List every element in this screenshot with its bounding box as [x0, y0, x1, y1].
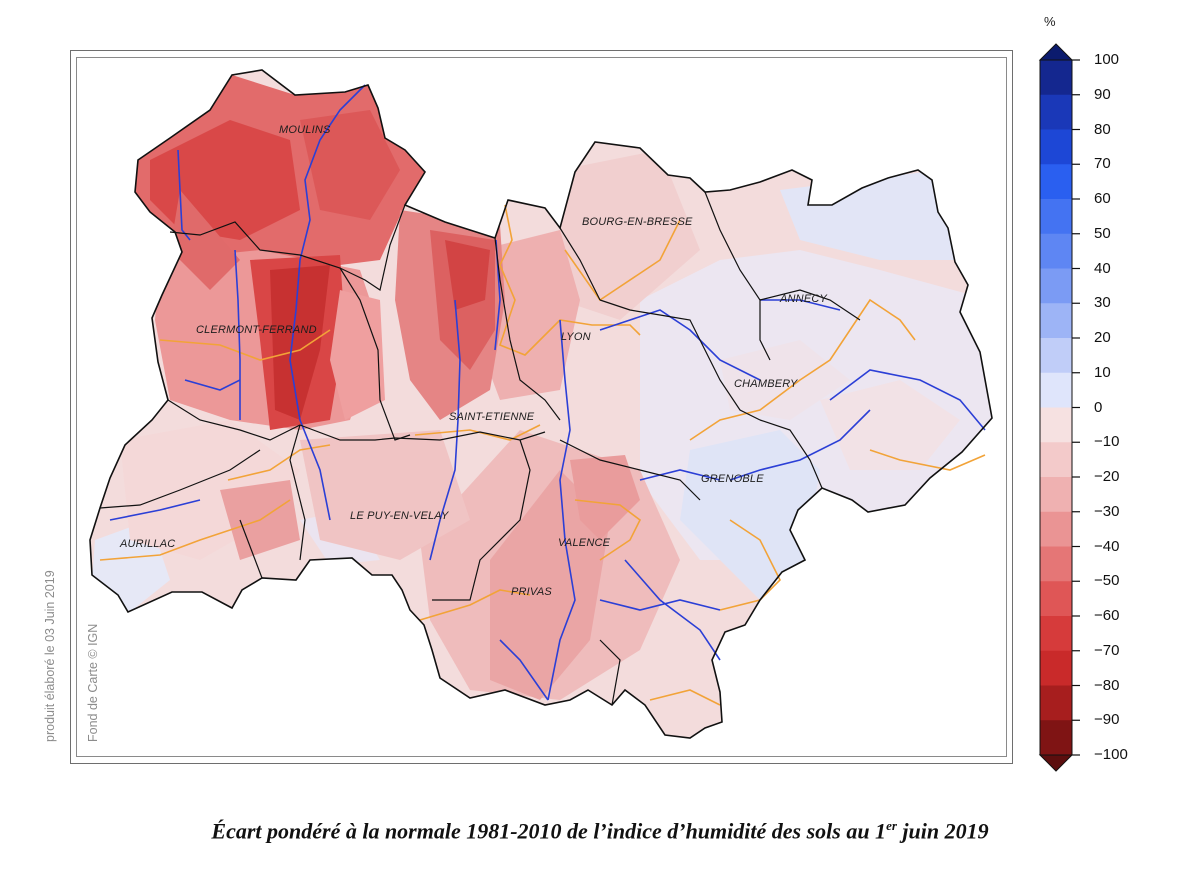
legend-tick-label: 20: [1094, 329, 1111, 346]
city-label-bourg-en-bresse: BOURG-EN-BRESSE: [582, 216, 693, 228]
production-date-credit: produit élaboré le 03 Juin 2019: [43, 570, 57, 742]
legend-tick-label: −70: [1094, 641, 1120, 659]
caption-superscript: er: [886, 818, 897, 833]
legend-tick-label: 70: [1094, 155, 1111, 173]
legend-band: [1040, 511, 1072, 547]
legend-band: [1040, 164, 1072, 200]
legend-tick-label: 0: [1094, 398, 1103, 416]
legend-tick-label: 100: [1094, 51, 1120, 68]
city-label-moulins: MOULINS: [279, 124, 331, 136]
legend-unit: %: [1044, 14, 1056, 29]
city-label-lyon: LYON: [561, 331, 591, 343]
caption-tail: juin 2019: [896, 818, 989, 844]
legend-tick-label: −60: [1094, 607, 1120, 624]
legend-band: [1040, 338, 1072, 374]
legend-tick-label: 60: [1094, 190, 1111, 207]
city-label-clermont-ferrand: CLERMONT-FERRAND: [196, 324, 317, 336]
city-label-aurillac: AURILLAC: [120, 538, 176, 550]
basemap-credit: Fond de Carte © IGN: [86, 623, 100, 742]
legend-tick-label: −80: [1094, 676, 1120, 694]
map-frame: [70, 50, 1013, 764]
legend-band: [1040, 581, 1072, 617]
legend-tick-label: 40: [1094, 259, 1111, 277]
legend-tick-label: −10: [1094, 433, 1120, 451]
legend-band: [1040, 477, 1072, 513]
legend-tick-label: −90: [1094, 711, 1120, 729]
city-label-grenoble: GRENOBLE: [701, 473, 764, 485]
legend-band: [1040, 407, 1072, 443]
city-label-le-puy-en-velay: LE PUY-EN-VELAY: [350, 510, 449, 522]
caption-main: Écart pondéré à la normale 1981-2010 de …: [211, 818, 887, 844]
legend-tick-label: −20: [1094, 468, 1120, 485]
legend-tick-label: 50: [1094, 224, 1111, 242]
legend-band: [1040, 94, 1072, 130]
legend-band: [1040, 616, 1072, 652]
city-label-privas: PRIVAS: [511, 586, 552, 598]
legend-band: [1040, 199, 1072, 235]
legend-tick-label: 90: [1094, 85, 1111, 103]
legend-band: [1040, 129, 1072, 165]
legend-colorbar: [1038, 43, 1080, 772]
legend-band: [1040, 372, 1072, 408]
city-label-annecy: ANNECY: [780, 293, 828, 305]
legend-band: [1040, 268, 1072, 304]
anomaly-field: [90, 70, 992, 738]
legend-tick-label: −30: [1094, 502, 1120, 520]
legend-band: [1040, 442, 1072, 478]
legend-tick-label: −40: [1094, 537, 1120, 555]
legend-tick-label: 10: [1094, 363, 1111, 381]
map-caption: Écart pondéré à la normale 1981-2010 de …: [0, 818, 1200, 844]
city-label-saint-etienne: SAINT-ETIENNE: [449, 411, 535, 423]
legend-tick-label: −50: [1094, 572, 1120, 590]
legend-band: [1040, 60, 1072, 96]
legend-band: [1040, 685, 1072, 721]
map-frame-inner: [76, 57, 1007, 757]
legend-band: [1040, 546, 1072, 582]
legend-tick-label: 30: [1094, 294, 1111, 312]
department-borders: [99, 191, 861, 706]
city-label-valence: VALENCE: [558, 537, 611, 549]
legend-band: [1040, 720, 1072, 756]
city-label-chambery: CHAMBERY: [734, 378, 798, 390]
legend-band: [1040, 650, 1072, 686]
legend-tick-label: 80: [1094, 120, 1111, 138]
legend-band: [1040, 303, 1072, 339]
legend-band: [1040, 233, 1072, 269]
legend-tick-label: −100: [1094, 746, 1128, 763]
